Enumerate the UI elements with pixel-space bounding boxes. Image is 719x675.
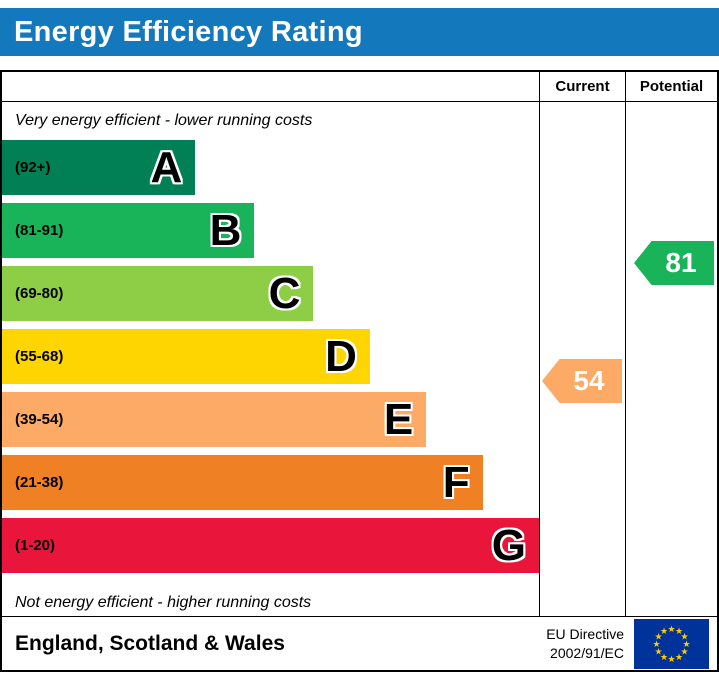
svg-text:★: ★	[660, 653, 668, 663]
svg-text:★: ★	[680, 632, 688, 642]
svg-text:★: ★	[652, 640, 660, 650]
svg-text:★: ★	[667, 625, 675, 635]
band-range-label: (21-38)	[15, 474, 64, 491]
band-bar-g: (1-20) G	[2, 518, 539, 573]
band-letter: F	[442, 457, 470, 507]
band-row-d: (55-68) D	[2, 329, 539, 392]
potential-column: 81	[625, 102, 717, 616]
svg-text:★: ★	[675, 627, 683, 637]
band-bar-c: (69-80) C	[2, 266, 314, 321]
current-column: 54	[539, 102, 625, 616]
header-spacer	[2, 72, 539, 102]
eu-directive-label: EU Directive 2002/91/EC	[546, 625, 624, 663]
svg-text:★: ★	[654, 632, 662, 642]
footer: England, Scotland & Wales EU Directive 2…	[2, 616, 717, 670]
band-letter: E	[383, 394, 414, 444]
band-bar-f: (21-38) F	[2, 455, 483, 510]
band-range-label: (55-68)	[15, 348, 64, 365]
chart-grid: Current Potential Very energy efficient …	[2, 72, 717, 616]
band-letter: C	[268, 268, 301, 318]
band-row-f: (21-38) F	[2, 455, 539, 518]
caption-top: Very energy efficient - lower running co…	[15, 112, 313, 129]
svg-text:★: ★	[680, 647, 688, 657]
band-range-label: (69-80)	[15, 285, 64, 302]
banner: Energy Efficiency Rating	[0, 8, 719, 56]
band-row-g: (1-20) G	[2, 518, 539, 581]
current-rating-value: 54	[573, 365, 605, 396]
band-range-label: (81-91)	[15, 222, 64, 239]
band-row-b: (81-91) B	[2, 203, 539, 266]
band-bar-a: (92+) A	[2, 140, 196, 195]
page-title: Energy Efficiency Rating	[14, 15, 363, 48]
band-letter: A	[150, 142, 183, 192]
band-range-label: (39-54)	[15, 411, 64, 428]
eu-flag-icon: ★ ★ ★ ★ ★ ★ ★ ★ ★ ★ ★ ★	[634, 618, 709, 669]
band-letter: D	[325, 331, 357, 381]
band-range-label: (1-20)	[15, 537, 56, 554]
current-column-header: Current	[539, 72, 625, 102]
band-bar-b: (81-91) B	[2, 203, 255, 258]
chart-frame: Current Potential Very energy efficient …	[0, 70, 719, 672]
svg-text:★: ★	[654, 647, 662, 657]
current-rating-arrow: 54	[542, 359, 622, 403]
band-row-c: (69-80) C	[2, 266, 539, 329]
band-letter: B	[209, 205, 242, 255]
potential-rating-arrow: 81	[634, 241, 714, 285]
band-row-a: (92+) A	[2, 140, 539, 203]
potential-column-header: Potential	[625, 72, 717, 102]
svg-text:★: ★	[667, 655, 675, 665]
bands-area: Very energy efficient - lower running co…	[2, 102, 539, 616]
potential-rating-value: 81	[665, 247, 697, 278]
svg-text:★: ★	[660, 627, 668, 637]
footer-region-label: England, Scotland & Wales	[15, 631, 285, 655]
eu-directive-line1: EU Directive	[546, 625, 624, 642]
svg-text:★: ★	[682, 640, 690, 650]
band-range-label: (92+)	[15, 159, 51, 176]
band-bar-e: (39-54) E	[2, 392, 427, 447]
band-row-e: (39-54) E	[2, 392, 539, 455]
eu-directive-line2: 2002/91/EC	[550, 644, 624, 661]
caption-bottom: Not energy efficient - higher running co…	[15, 593, 312, 611]
svg-text:★: ★	[675, 653, 683, 663]
band-letter: G	[491, 520, 526, 570]
band-bar-d: (55-68) D	[2, 329, 370, 384]
